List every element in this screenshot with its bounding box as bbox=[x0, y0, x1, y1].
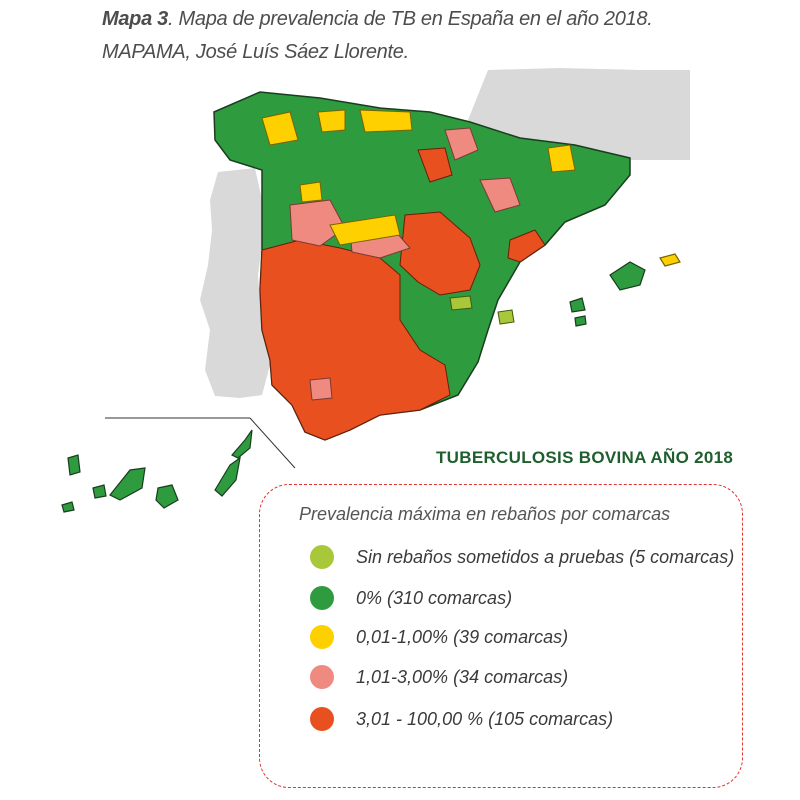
canary-island-la-gomera bbox=[92, 484, 107, 499]
legend-item-bajo: 0,01-1,00% (39 comarcas) bbox=[310, 624, 568, 650]
legend-label-medio: 1,01-3,00% (34 comarcas) bbox=[356, 666, 569, 687]
no-test-region-2 bbox=[497, 309, 515, 325]
legend-dot-cero bbox=[310, 586, 334, 610]
mallorca-island bbox=[609, 261, 646, 291]
canary-island-gran-canaria bbox=[155, 484, 179, 509]
legend-item-cero: 0% (310 comarcas) bbox=[310, 585, 512, 611]
legend-box bbox=[259, 484, 743, 788]
ibiza-island bbox=[569, 297, 586, 313]
legend-label-bajo: 0,01-1,00% (39 comarcas) bbox=[356, 626, 569, 647]
high-prevalence-east bbox=[507, 229, 546, 263]
menorca-island bbox=[659, 253, 681, 267]
legend-label-alto: 3,01 - 100,00 % (105 comarcas) bbox=[356, 708, 614, 729]
legend-dot-alto bbox=[310, 707, 334, 731]
map-caption-source: MAPAMA, José Luís Sáez Llorente. bbox=[102, 41, 409, 63]
medium-prevalence-3 bbox=[479, 177, 521, 213]
legend-item-sin-pruebas: Sin rebaños sometidos a pruebas (5 comar… bbox=[310, 544, 734, 570]
legend-dot-sin-pruebas bbox=[310, 545, 334, 569]
low-prevalence-3 bbox=[359, 109, 413, 133]
map-title: TUBERCULOSIS BOVINA AÑO 2018 bbox=[436, 448, 734, 467]
portugal-region bbox=[200, 168, 270, 398]
canary-island-tenerife bbox=[109, 467, 146, 501]
low-prevalence-1 bbox=[261, 111, 299, 146]
formentera-island bbox=[574, 315, 587, 327]
legend-label-cero: 0% (310 comarcas) bbox=[356, 587, 513, 608]
high-prevalence-center bbox=[399, 211, 481, 296]
medium-prevalence-2 bbox=[444, 127, 479, 161]
map-caption-text: . Mapa de prevalencia de TB en España en… bbox=[168, 8, 653, 30]
medium-prevalence-5 bbox=[309, 377, 333, 401]
france-region bbox=[468, 68, 690, 160]
map-caption-label: Mapa 3 bbox=[102, 8, 169, 30]
no-test-region-1 bbox=[449, 295, 473, 311]
low-prevalence-4 bbox=[547, 144, 576, 173]
map-caption-title: Mapa 3. Mapa de prevalencia de TB en Esp… bbox=[102, 8, 653, 31]
canary-island-lanzarote bbox=[231, 429, 253, 459]
legend-dot-medio bbox=[310, 665, 334, 689]
low-prevalence-6 bbox=[299, 181, 323, 203]
low-prevalence-2 bbox=[317, 109, 346, 133]
canary-inset-line-diagonal bbox=[249, 417, 296, 469]
legend-item-alto: 3,01 - 100,00 % (105 comarcas) bbox=[310, 706, 613, 732]
high-prevalence-north bbox=[417, 147, 453, 183]
legend-dot-bajo bbox=[310, 625, 334, 649]
high-prevalence-southwest bbox=[259, 239, 451, 441]
canary-island-el-hierro bbox=[61, 501, 75, 513]
legend-label-sin-pruebas: Sin rebaños sometidos a pruebas (5 comar… bbox=[356, 546, 735, 567]
medium-prevalence-1 bbox=[289, 199, 346, 247]
legend-heading: Prevalencia máxima en rebaños por comarc… bbox=[299, 504, 671, 524]
legend-item-medio: 1,01-3,00% (34 comarcas) bbox=[310, 664, 568, 690]
low-prevalence-5 bbox=[329, 214, 401, 246]
canary-island-fuerteventura bbox=[214, 456, 241, 497]
canary-island-la-palma bbox=[67, 454, 81, 476]
